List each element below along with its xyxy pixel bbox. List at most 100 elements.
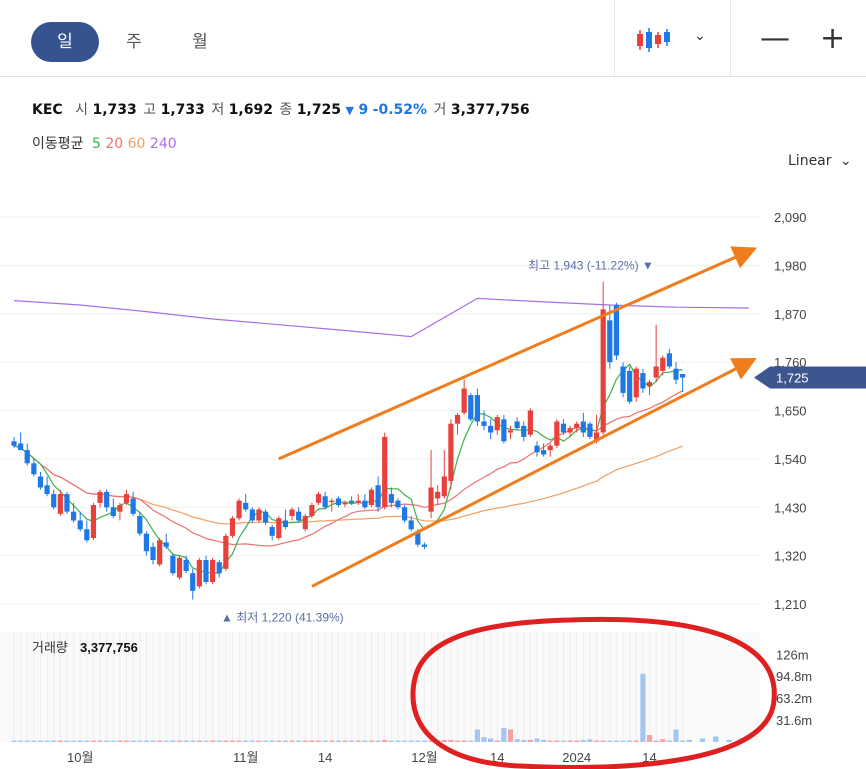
ma-5-line	[13, 363, 683, 574]
y-tick-label: 1,650	[774, 404, 807, 419]
chevron-down-icon[interactable]: ⌄	[694, 28, 706, 44]
candle-body	[289, 509, 295, 517]
candle-body	[37, 476, 44, 488]
volume-bar	[335, 740, 341, 742]
y-tick-label: 1,870	[774, 307, 807, 322]
volume-bar	[190, 740, 196, 742]
candlestick-icon[interactable]	[636, 26, 670, 54]
candle-body	[554, 421, 560, 446]
candle-body	[282, 520, 289, 528]
volume-bar	[507, 729, 514, 742]
change-percent: -0.52%	[372, 102, 428, 118]
ma-240-line	[13, 297, 749, 338]
volume-bar	[97, 740, 103, 742]
volume-bar	[143, 740, 149, 742]
volume-bar	[699, 738, 706, 742]
volume-bar	[355, 740, 361, 742]
ma-60[interactable]: 60	[127, 136, 146, 152]
ma-5[interactable]: 5	[91, 136, 101, 152]
zoom-in-button[interactable]: +	[820, 21, 846, 56]
volume-bar	[395, 740, 401, 742]
candle-body	[203, 560, 209, 583]
volume-bar	[541, 739, 547, 742]
volume-bar	[640, 673, 646, 742]
volume-bar	[64, 740, 70, 742]
open-label: 시	[75, 102, 89, 118]
ma-20[interactable]: 20	[105, 136, 124, 152]
zoom-out-button[interactable]: —	[760, 21, 790, 56]
volume-bar	[607, 740, 613, 742]
candle-body	[646, 381, 653, 387]
y-tick-label: 1,540	[774, 452, 807, 467]
candle-body	[501, 419, 507, 442]
volume-bar	[183, 740, 189, 742]
candle-body	[229, 518, 236, 536]
volume-bar	[382, 739, 388, 742]
candle-body	[627, 370, 633, 402]
volume-bar	[627, 740, 633, 742]
volume-bar	[216, 740, 222, 742]
change-value: 9	[358, 102, 369, 118]
price-chart[interactable]: 2,090 1,980 1,870 1,760 1,650 1,540 1,430 1,320…	[0, 180, 866, 769]
x-tick-label: 12월	[411, 750, 437, 765]
volume-bar	[243, 740, 249, 742]
candle-body	[368, 489, 375, 506]
volume-bar	[461, 740, 467, 742]
candle-body	[196, 560, 202, 587]
candle-body	[461, 388, 467, 413]
candle-body	[163, 542, 169, 547]
close-label: 종	[279, 102, 293, 118]
volume-bar	[296, 740, 302, 742]
tab-daily[interactable]: 일	[31, 22, 99, 62]
volume-bar	[223, 740, 229, 742]
candle-body	[276, 518, 282, 539]
candle-body	[408, 520, 414, 530]
volume-label: 거	[433, 102, 447, 118]
volume-bar	[130, 740, 136, 742]
tab-weekly[interactable]: 주	[126, 32, 142, 52]
scale-mode-dropdown[interactable]: Linear ⌄	[788, 153, 852, 169]
candle-body	[488, 425, 494, 433]
current-price-tag	[754, 366, 866, 389]
candle-body	[362, 500, 368, 508]
candle-body	[474, 395, 480, 422]
y-tick-label: 1,980	[774, 258, 807, 273]
y-tick-label: 1,210	[774, 597, 807, 612]
volume-bar	[441, 739, 447, 742]
candle-body	[680, 373, 686, 378]
volume-bar	[276, 740, 282, 742]
volume-bar	[673, 729, 679, 742]
candle-body	[521, 425, 527, 437]
toolbar-divider	[730, 0, 731, 76]
candle-body	[580, 421, 586, 433]
volume-bar	[322, 740, 328, 742]
open-value: 1,733	[92, 102, 137, 118]
candle-body	[309, 505, 315, 517]
x-tick-label: 11월	[233, 750, 258, 765]
tab-monthly[interactable]: 월	[192, 32, 208, 52]
candle-body	[130, 498, 136, 514]
volume-bar	[448, 739, 454, 742]
candle-body	[607, 320, 613, 363]
candle-body	[342, 502, 348, 505]
volume-bar	[421, 740, 428, 742]
candle-body	[541, 450, 547, 455]
volume-bar	[31, 740, 37, 742]
y-tick-label: 2,090	[774, 210, 807, 225]
candle-body	[666, 353, 672, 367]
volume-bar	[262, 740, 269, 742]
candle-body	[587, 423, 593, 437]
ma-240[interactable]: 240	[149, 136, 177, 152]
volume-bar	[646, 735, 653, 742]
x-tick-label: 2024	[562, 750, 591, 765]
candle-body	[315, 494, 322, 503]
volume-tick-label: 126m	[776, 647, 809, 662]
candle-body	[256, 509, 262, 521]
volume-bar	[474, 729, 480, 742]
volume-bar	[90, 740, 97, 742]
volume-value: 3,377,756	[450, 102, 530, 118]
volume-bar	[229, 740, 236, 742]
candle-body	[137, 516, 143, 534]
candle-body	[468, 395, 474, 420]
candle-body	[560, 423, 567, 433]
